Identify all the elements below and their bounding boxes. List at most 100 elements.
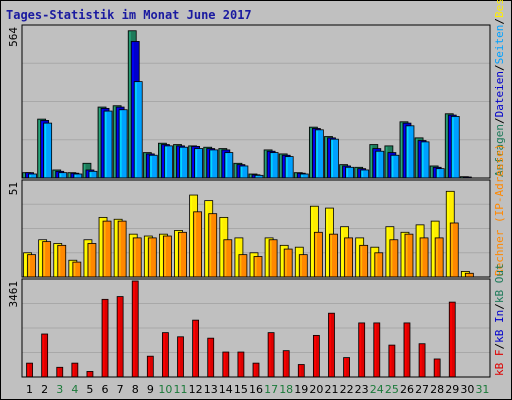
bar-highlight	[256, 176, 258, 177]
bar-highlight	[28, 255, 31, 276]
bar-highlight	[224, 240, 227, 276]
bar-highlight	[360, 246, 363, 276]
bar-highlight	[68, 173, 71, 177]
bar-highlight	[207, 149, 210, 177]
bar-highlight	[133, 282, 135, 376]
bar-bot-kbf	[26, 362, 33, 378]
bar-highlight	[340, 165, 343, 177]
bar-highlight	[405, 235, 408, 276]
bar-highlight	[73, 263, 76, 276]
bar-highlight	[253, 175, 255, 177]
bar-highlight	[346, 168, 349, 177]
x-tick-label: 27	[415, 383, 429, 396]
x-tick-label: 13	[204, 383, 218, 396]
bar-highlight	[235, 238, 238, 276]
bar-bot-kbf	[418, 343, 426, 378]
bar-highlight	[27, 364, 30, 376]
bar-highlight	[270, 240, 272, 276]
bar-highlight	[390, 240, 393, 276]
bar-highlight	[100, 218, 102, 276]
bar-highlight	[29, 174, 32, 177]
bar-highlight	[265, 150, 267, 177]
bar-highlight	[371, 248, 374, 276]
bar-highlight	[315, 233, 317, 276]
legend-top: Anfragen/Dateien/Seiten/Besuche	[493, 0, 506, 177]
bar-highlight	[119, 222, 121, 276]
bar-highlight	[114, 106, 116, 177]
chart-title: Tages-Statistik im Monat June 2017	[6, 8, 252, 22]
bar-highlight	[104, 222, 106, 276]
bar-highlight	[436, 238, 438, 276]
bar-highlight	[195, 149, 198, 177]
bar-bot-kbf	[252, 362, 260, 378]
x-tick-label: 7	[117, 383, 124, 396]
bar-highlight	[56, 172, 59, 177]
bar-highlight	[254, 364, 256, 376]
bar-highlight	[269, 333, 271, 376]
bar-highlight	[43, 242, 46, 276]
bar-highlight	[150, 156, 152, 177]
x-tick-label: 2	[41, 383, 48, 396]
bar-highlight	[420, 344, 422, 376]
bar-highlight	[449, 116, 451, 177]
bar-highlight	[44, 124, 47, 177]
bar-highlight	[192, 147, 195, 177]
bar-highlight	[295, 173, 297, 177]
bar-highlight	[135, 82, 137, 177]
bar-highlight	[310, 128, 312, 177]
bar-bot-kbf	[71, 362, 79, 378]
ymax-label-top: 564	[7, 27, 20, 47]
panel-frame-top	[21, 24, 491, 179]
bar-bot-kbf	[101, 298, 109, 378]
bar-bot-kbf	[267, 332, 275, 378]
bar-highlight	[238, 353, 241, 376]
bar-highlight	[194, 212, 197, 276]
bar-highlight	[417, 225, 419, 276]
bar-highlight	[118, 297, 120, 376]
bar-highlight	[434, 168, 436, 177]
bar-highlight	[356, 238, 359, 276]
bar-bot-kbf	[162, 332, 169, 378]
bar-highlight	[452, 117, 454, 177]
bar-bot-kbf	[207, 337, 215, 378]
bar-highlight	[403, 124, 406, 177]
x-tick-label: 12	[189, 383, 203, 396]
x-tick-label: 20	[309, 383, 323, 396]
bar-highlight	[132, 42, 134, 178]
bar-highlight	[83, 164, 86, 177]
bar-highlight	[89, 172, 92, 177]
bar-highlight	[298, 174, 300, 177]
bar-highlight	[54, 244, 57, 276]
bar-highlight	[462, 272, 464, 276]
bar-bot-kbf	[328, 312, 335, 378]
bar-highlight	[432, 222, 434, 276]
bar-highlight	[87, 372, 90, 376]
legend-item: /	[493, 64, 506, 71]
bar-highlight	[189, 146, 192, 177]
bar-highlight	[374, 323, 377, 376]
bar-highlight	[301, 174, 303, 177]
x-tick-label: 19	[294, 383, 308, 396]
bar-highlight	[148, 357, 150, 376]
x-tick-label: 26	[400, 383, 414, 396]
bar-highlight	[209, 214, 212, 276]
bar-highlight	[53, 170, 56, 177]
bar-highlight	[451, 223, 453, 276]
bar-highlight	[220, 218, 223, 276]
bar-highlight	[204, 148, 207, 177]
bar-bot-kbf	[403, 322, 411, 378]
bar-highlight	[74, 174, 77, 177]
x-tick-label: 21	[324, 383, 338, 396]
bar-highlight	[162, 145, 164, 177]
ymax-label-bot: 3461	[7, 281, 20, 308]
bar-highlight	[325, 137, 327, 177]
bar-highlight	[72, 364, 75, 376]
x-tick-label: 10	[158, 383, 172, 396]
bar-highlight	[145, 237, 147, 276]
bar-bot-kbf	[177, 336, 184, 378]
bar-highlight	[431, 166, 433, 177]
bar-highlight	[105, 112, 107, 177]
bar-highlight	[59, 173, 62, 177]
bar-highlight	[391, 156, 394, 177]
